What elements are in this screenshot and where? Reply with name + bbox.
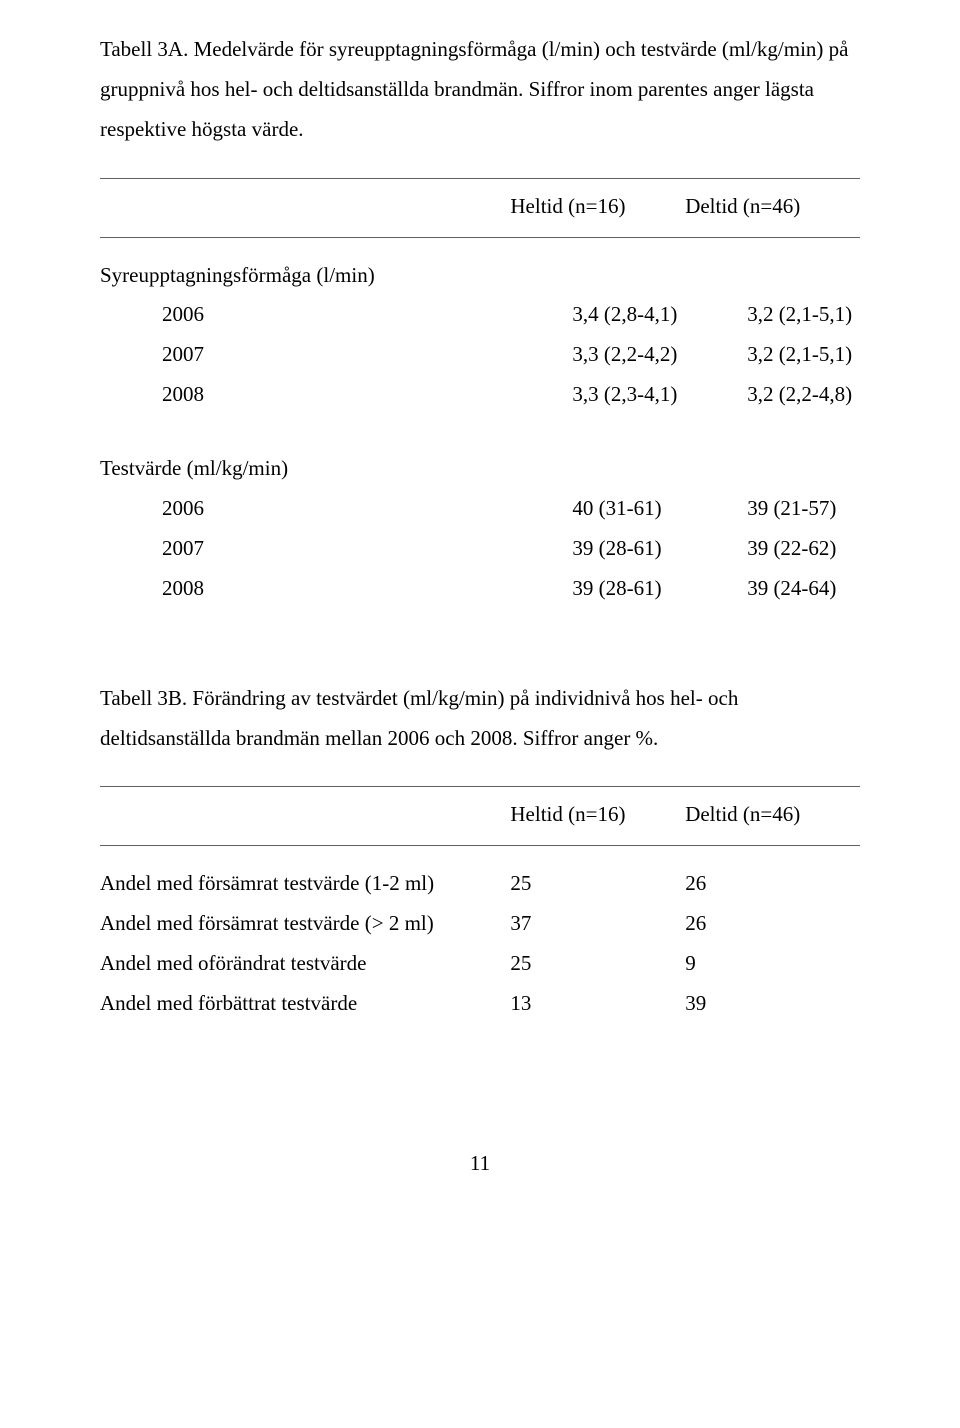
- rule-top-3a: [100, 178, 860, 179]
- cell-deltid: 3,2 (2,1-5,1): [747, 295, 922, 335]
- cell-heltid: 3,3 (2,3-4,1): [572, 375, 747, 415]
- cell-year: 2008: [100, 569, 572, 609]
- table-3a-section2-title: Testvärde (ml/kg/min): [100, 449, 860, 489]
- cell-deltid: 3,2 (2,2-4,8): [747, 375, 922, 415]
- cell-deltid: 3,2 (2,1-5,1): [747, 335, 922, 375]
- table-3a-section1-title: Syreupptagningsförmåga (l/min): [100, 256, 860, 296]
- cell-deltid: 39 (22-62): [747, 529, 922, 569]
- cell-label: Andel med försämrat testvärde (1-2 ml): [100, 864, 510, 904]
- cell-heltid: 25: [510, 944, 685, 984]
- cell-heltid: 13: [510, 984, 685, 1024]
- table-row: 2008 39 (28-61) 39 (24-64): [100, 569, 860, 609]
- table-3b: Heltid (n=16) Deltid (n=46) Andel med fö…: [100, 786, 860, 1023]
- cell-deltid: 39 (24-64): [747, 569, 922, 609]
- page-number: 11: [100, 1144, 860, 1184]
- table-3b-header-deltid: Deltid (n=46): [685, 795, 860, 835]
- spacer: [100, 850, 860, 864]
- cell-heltid: 25: [510, 864, 685, 904]
- table-3a-header-blank: [100, 187, 510, 227]
- table-3b-header: Heltid (n=16) Deltid (n=46): [100, 791, 860, 839]
- table-row: 2006 3,4 (2,8-4,1) 3,2 (2,1-5,1): [100, 295, 860, 335]
- cell-year: 2008: [100, 375, 572, 415]
- table-3a: Heltid (n=16) Deltid (n=46) Syreupptagni…: [100, 178, 860, 609]
- cell-year: 2007: [100, 335, 572, 375]
- cell-label: Andel med förbättrat testvärde: [100, 984, 510, 1024]
- table-row: 2007 3,3 (2,2-4,2) 3,2 (2,1-5,1): [100, 335, 860, 375]
- table-3a-header-heltid: Heltid (n=16): [510, 187, 685, 227]
- table-row: 2006 40 (31-61) 39 (21-57): [100, 489, 860, 529]
- cell-heltid: 37: [510, 904, 685, 944]
- cell-deltid: 9: [685, 944, 860, 984]
- rule-under-header-3a: [100, 237, 860, 238]
- cell-label: Andel med försämrat testvärde (> 2 ml): [100, 904, 510, 944]
- cell-deltid: 26: [685, 904, 860, 944]
- table-3a-header: Heltid (n=16) Deltid (n=46): [100, 183, 860, 231]
- cell-label: Andel med oförändrat testvärde: [100, 944, 510, 984]
- cell-year: 2006: [100, 295, 572, 335]
- table-3a-header-deltid: Deltid (n=46): [685, 187, 860, 227]
- table-row: Andel med försämrat testvärde (1-2 ml) 2…: [100, 864, 860, 904]
- table-row: 2007 39 (28-61) 39 (22-62): [100, 529, 860, 569]
- cell-heltid: 39 (28-61): [572, 529, 747, 569]
- cell-deltid: 26: [685, 864, 860, 904]
- cell-year: 2007: [100, 529, 572, 569]
- cell-heltid: 3,3 (2,2-4,2): [572, 335, 747, 375]
- cell-heltid: 39 (28-61): [572, 569, 747, 609]
- cell-heltid: 40 (31-61): [572, 489, 747, 529]
- table-3b-caption: Tabell 3B. Förändring av testvärdet (ml/…: [100, 679, 860, 759]
- table-3b-header-blank: [100, 795, 510, 835]
- table-row: Andel med oförändrat testvärde 25 9: [100, 944, 860, 984]
- table-3b-header-heltid: Heltid (n=16): [510, 795, 685, 835]
- table-3a-caption: Tabell 3A. Medelvärde för syreupptagning…: [100, 30, 860, 150]
- table-row: Andel med försämrat testvärde (> 2 ml) 3…: [100, 904, 860, 944]
- cell-heltid: 3,4 (2,8-4,1): [572, 295, 747, 335]
- rule-under-header-3b: [100, 845, 860, 846]
- cell-deltid: 39 (21-57): [747, 489, 922, 529]
- cell-deltid: 39: [685, 984, 860, 1024]
- table-row: 2008 3,3 (2,3-4,1) 3,2 (2,2-4,8): [100, 375, 860, 415]
- rule-top-3b: [100, 786, 860, 787]
- table-row: Andel med förbättrat testvärde 13 39: [100, 984, 860, 1024]
- cell-year: 2006: [100, 489, 572, 529]
